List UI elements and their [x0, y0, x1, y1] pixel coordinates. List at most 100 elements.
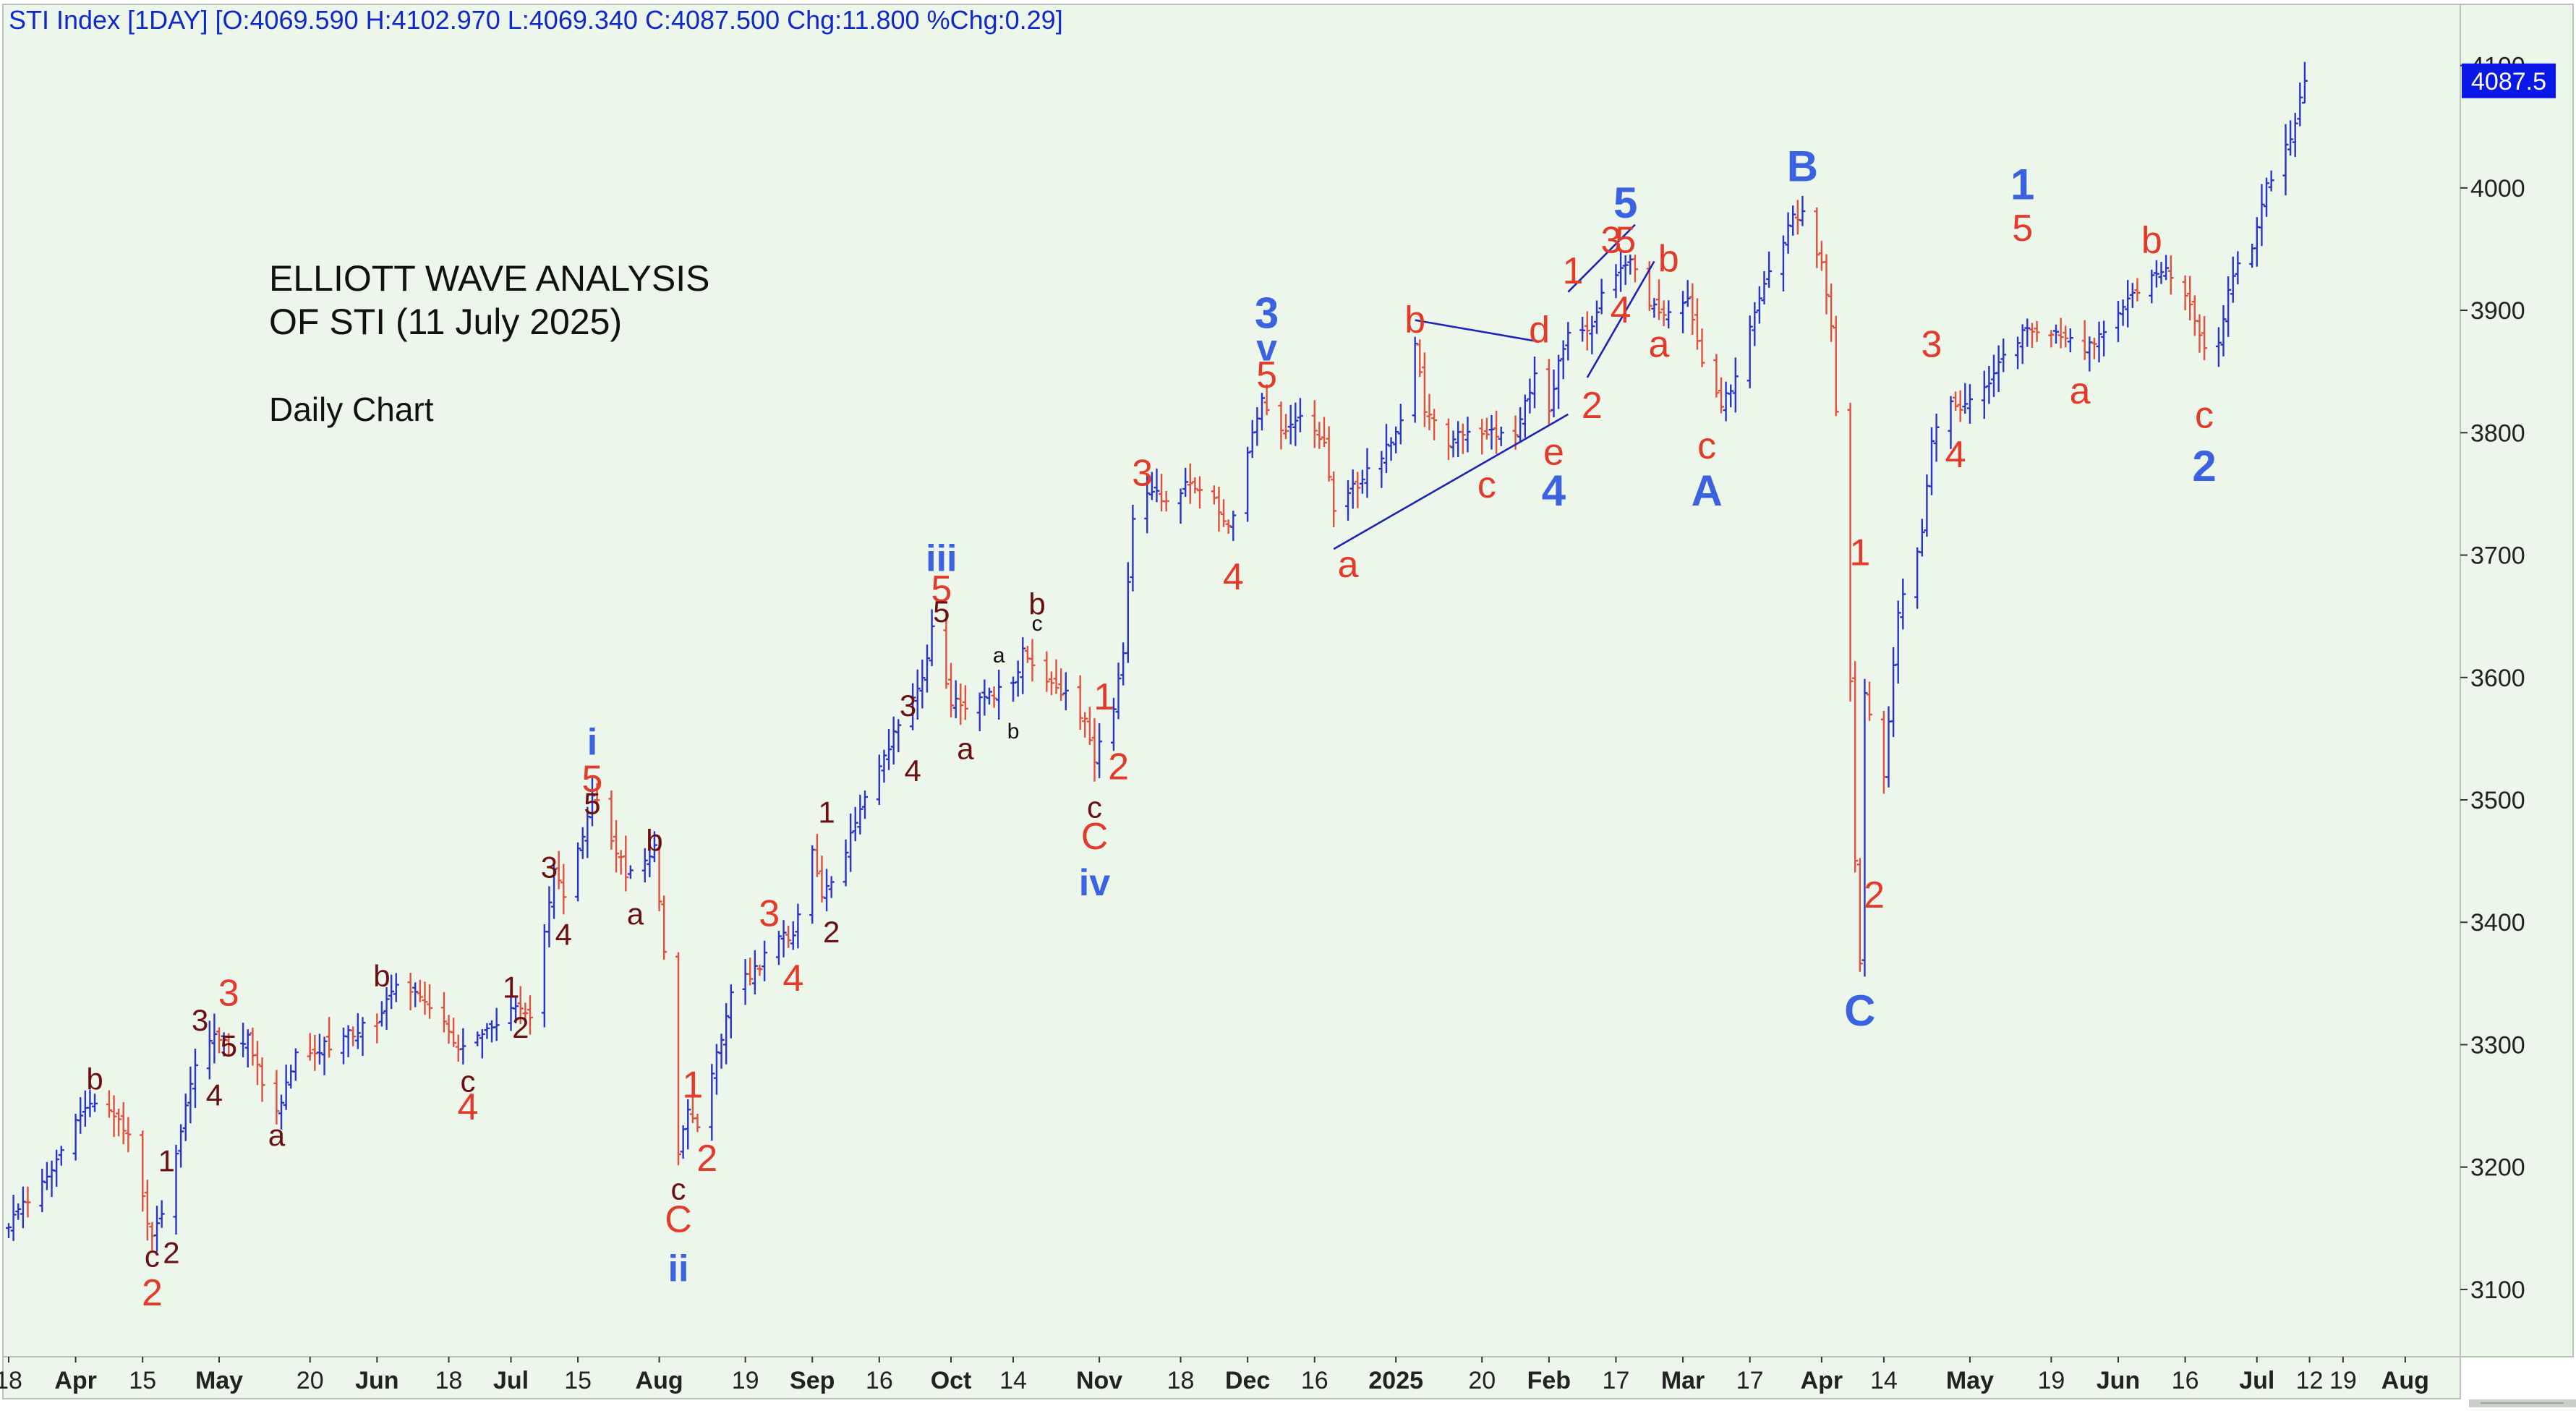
ohlc-bar — [1225, 519, 1232, 534]
x-tick-label: May — [1946, 1367, 1994, 1394]
ohlc-bar — [2215, 327, 2222, 367]
ohlc-bar — [2048, 330, 2055, 348]
x-tick-label: Feb — [1527, 1367, 1571, 1394]
ohlc-bar — [1355, 472, 1361, 508]
wave-label: b — [1007, 720, 1020, 743]
ohlc-bar — [895, 719, 902, 753]
ohlc-bar — [709, 1064, 715, 1141]
ohlc-bar — [718, 1033, 725, 1069]
ohlc-bar — [790, 921, 796, 950]
wave-label: b — [2141, 220, 2162, 262]
ohlc-bar — [1230, 511, 1237, 541]
ohlc-bar — [1718, 377, 1724, 414]
ohlc-bar — [1545, 359, 1552, 425]
ohlc-bar — [685, 1099, 691, 1150]
ohlc-bar — [2163, 255, 2170, 281]
ohlc-bar — [273, 1070, 280, 1125]
ohlc-bar — [15, 1203, 22, 1220]
ohlc-bar — [2282, 124, 2289, 196]
ohlc-bar — [1780, 235, 1786, 292]
ohlc-bar — [1560, 340, 1566, 380]
x-tick-label: 14 — [999, 1367, 1027, 1394]
ohlc-bar — [1790, 205, 1796, 236]
ohlc-bar — [206, 1020, 213, 1080]
ohlc-bar — [2019, 324, 2026, 365]
analysis-annotation: ELLIOTT WAVE ANALYSIS OF STI (11 July 20… — [269, 258, 709, 428]
ohlc-bar — [417, 979, 423, 1002]
ohlc-bar — [2063, 325, 2069, 348]
ohlc-bar — [517, 986, 524, 1025]
ohlc-bar — [1326, 426, 1332, 482]
x-tick-label: 14 — [1870, 1367, 1898, 1394]
ohlc-bar — [1995, 345, 2002, 392]
ohlc-bar — [1814, 207, 1820, 268]
ohlc-bar — [422, 981, 428, 1015]
scroll-handle[interactable] — [2469, 1399, 2576, 1407]
wave-label: c — [2195, 395, 2214, 437]
ohlc-bar — [2134, 278, 2141, 302]
wave-label: v — [1256, 328, 1277, 370]
ohlc-bar — [526, 995, 533, 1035]
wave-label: a — [268, 1118, 286, 1152]
ohlc-bar — [393, 973, 399, 1002]
wave-label: 5 — [1615, 220, 1636, 262]
ohlc-bar — [1311, 400, 1318, 448]
ohlc-bar — [661, 895, 668, 960]
last-price-tag-box — [2462, 63, 2556, 98]
ohlc-bar — [2264, 177, 2270, 217]
wave-label: 3 — [1600, 220, 1621, 262]
ohlc-bar — [1464, 417, 1471, 453]
ohlc-bar — [1933, 413, 1940, 462]
ohlc-bar — [240, 1023, 247, 1057]
ohlc-bar — [1684, 280, 1691, 307]
ohlc-bar — [440, 992, 447, 1033]
ohlc-bar — [2153, 260, 2159, 288]
ohlc-bar — [881, 749, 887, 783]
wave-label: b — [646, 823, 662, 857]
ohlc-bar — [307, 1033, 313, 1061]
ohlc-bar — [1421, 352, 1428, 427]
ohlc-bar — [182, 1094, 189, 1141]
ohlc-bar — [910, 683, 916, 730]
plot-area[interactable] — [2, 4, 2461, 1357]
ohlc-bar — [1981, 370, 1987, 419]
ohlc-bar — [656, 837, 662, 911]
ohlc-bar — [2287, 120, 2294, 156]
ohlc-bar — [374, 1013, 380, 1044]
ohlc-bar — [1412, 336, 1418, 423]
ohlc-bar — [1431, 409, 1438, 440]
ohlc-bar — [1761, 270, 1767, 304]
ohlc-bar — [2149, 269, 2155, 304]
ohlc-bar — [1187, 463, 1193, 504]
ohlc-bar — [861, 790, 868, 819]
ohlc-bar — [116, 1108, 122, 1137]
ohlc-bar — [388, 974, 395, 1010]
y-tick-label: 3500 — [2470, 787, 2525, 814]
ohlc-bar — [192, 1048, 198, 1108]
ohlc-bar — [651, 831, 657, 863]
ohlc-bar — [976, 692, 983, 732]
ohlc-bar — [378, 1001, 385, 1027]
ohlc-bar — [613, 820, 620, 873]
ohlc-bar — [1321, 417, 1327, 448]
ohlc-bar — [2167, 255, 2174, 295]
wave-label: 4 — [555, 918, 572, 952]
wave-label: 1 — [1849, 532, 1870, 574]
annotation-line-1: ELLIOTT WAVE ANALYSIS — [269, 258, 709, 299]
ohlc-bar — [1479, 419, 1485, 455]
wave-label: 1 — [818, 795, 835, 829]
ohlc-bar — [575, 842, 581, 902]
ohlc-bar — [1058, 668, 1065, 702]
wave-label: 2 — [163, 1236, 179, 1270]
x-tick-label: Jun — [2097, 1367, 2140, 1394]
ohlc-bar — [120, 1102, 127, 1145]
wave-label: 2 — [2192, 442, 2216, 490]
ohlc-bar — [58, 1146, 64, 1166]
ohlc-bar — [2000, 338, 2007, 372]
ohlc-bar — [427, 984, 433, 1019]
ohlc-bar — [986, 687, 992, 705]
wave-label: 3 — [759, 893, 780, 935]
ohlc-bar — [513, 997, 519, 1023]
